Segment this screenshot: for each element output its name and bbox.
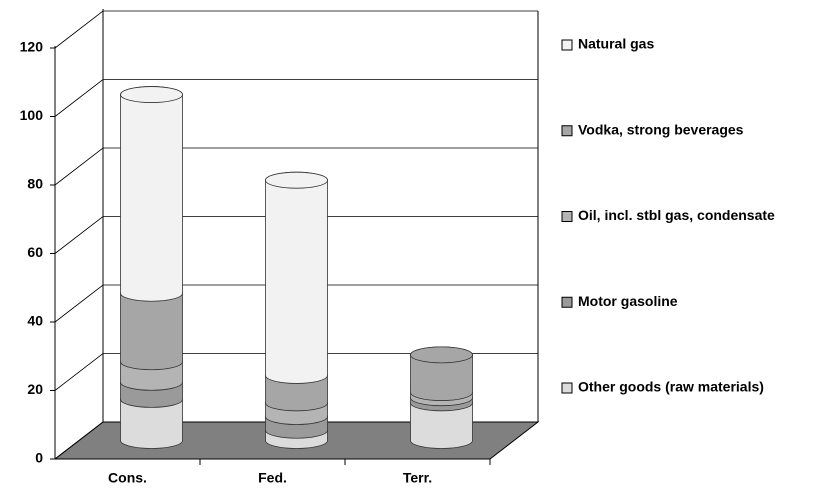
grid-line xyxy=(54,216,538,254)
grid-line xyxy=(54,10,538,49)
legend-label: Other goods (raw materials) xyxy=(578,379,764,395)
y-tick-label: 100 xyxy=(20,107,44,123)
y-tick-label: 120 xyxy=(20,39,44,55)
grid-line xyxy=(54,79,538,117)
x-tick-label: Cons. xyxy=(108,470,147,486)
legend-swatch xyxy=(561,382,573,394)
bar-top xyxy=(120,86,183,103)
legend-label: Motor gasoline xyxy=(578,293,678,309)
y-tick-label: 80 xyxy=(27,176,43,192)
y-tick-label: 20 xyxy=(27,381,43,397)
legend-swatch xyxy=(561,296,573,308)
bar-top xyxy=(410,346,473,364)
grid-line xyxy=(54,353,538,391)
x-tick-label: Terr. xyxy=(403,470,432,486)
y-tick-label: 0 xyxy=(35,450,43,466)
grid-line xyxy=(54,284,538,323)
legend-label: Vodka, strong beverages xyxy=(578,121,744,137)
legend-swatch xyxy=(561,211,573,222)
y-tick-label: 40 xyxy=(27,313,43,329)
bar-top xyxy=(265,171,328,189)
bar-segment xyxy=(265,171,328,384)
x-tick-label: Fed. xyxy=(258,470,287,486)
grid-line xyxy=(54,147,538,186)
legend-label: Oil, incl. stbl gas, condensate xyxy=(578,207,775,223)
y-tick-label: 60 xyxy=(27,244,43,260)
bar-segment xyxy=(120,86,183,302)
legend-swatch xyxy=(561,125,573,137)
grid-line xyxy=(54,421,538,460)
legend-swatch xyxy=(561,39,573,51)
legend-label: Natural gas xyxy=(578,36,654,52)
